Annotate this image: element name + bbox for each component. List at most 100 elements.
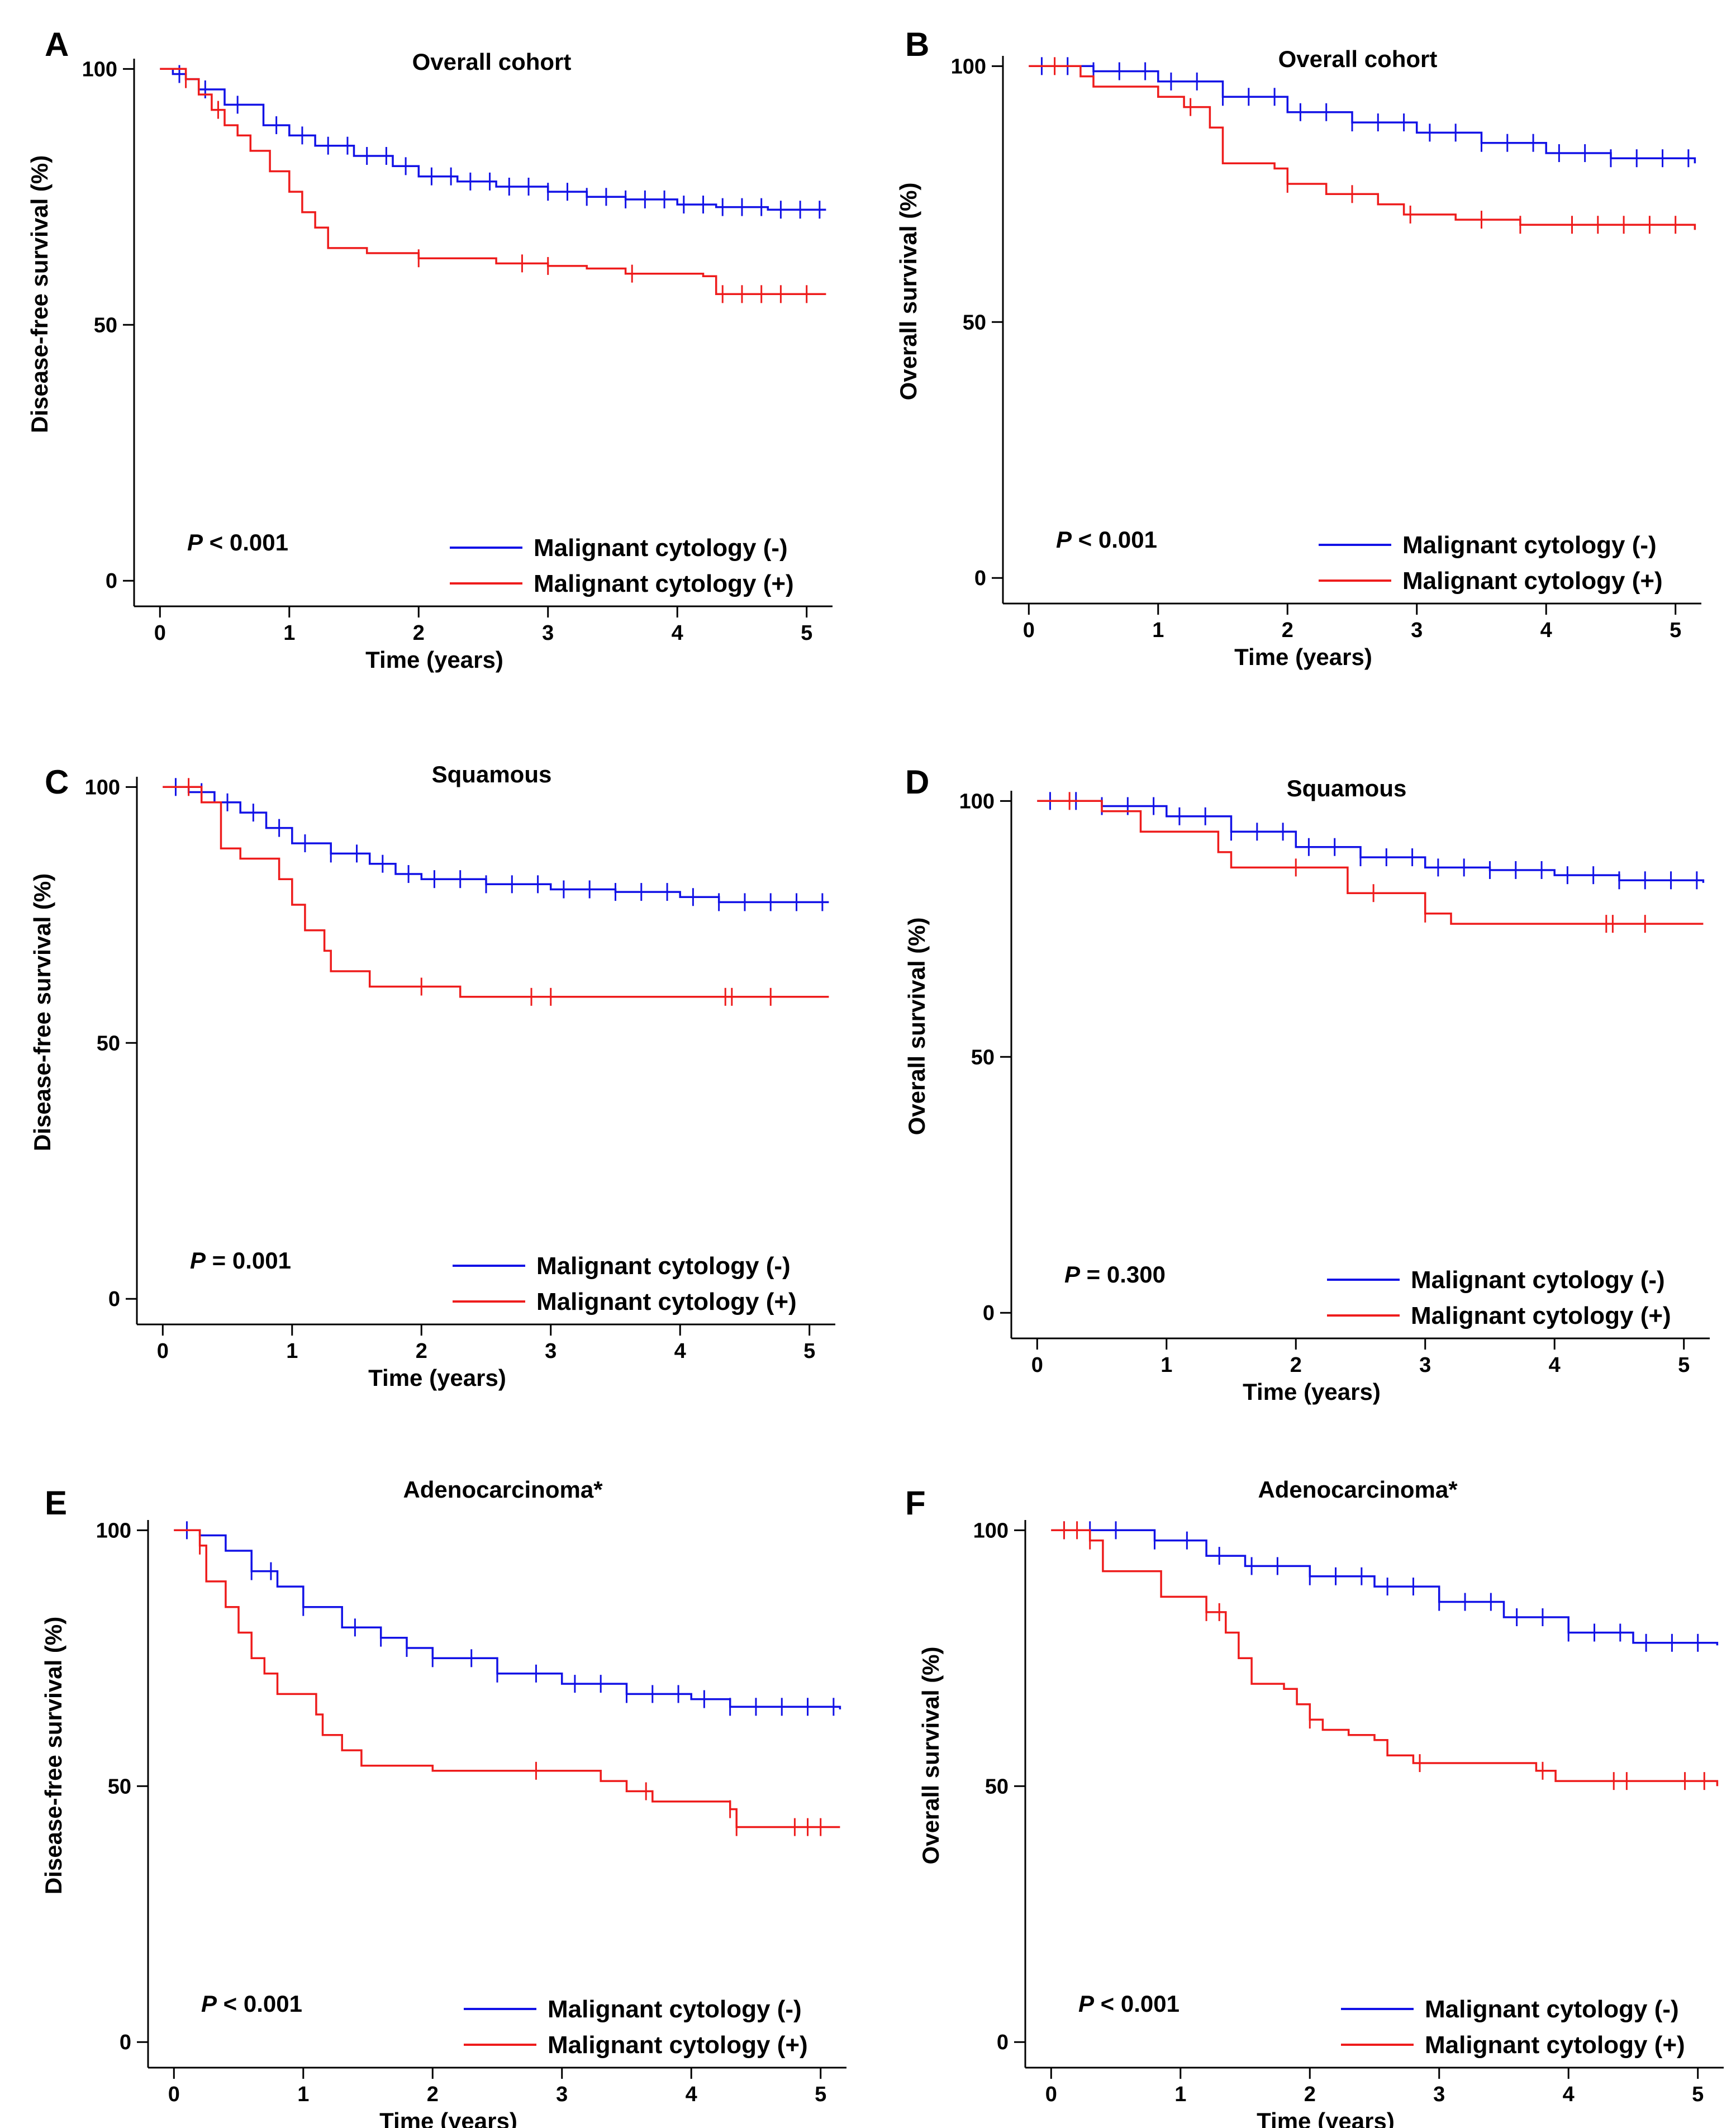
legend-label-positive: Malignant cytology (+) <box>534 570 794 597</box>
chart-title: Overall cohort <box>1278 46 1438 72</box>
x-tick-label: 3 <box>1433 2083 1445 2106</box>
x-tick-label: 1 <box>297 2083 309 2106</box>
chart-title: Overall cohort <box>412 49 572 75</box>
legend-label-negative: Malignant cytology (-) <box>548 1996 802 2023</box>
x-tick-label: 3 <box>556 2083 568 2106</box>
legend-label-negative: Malignant cytology (-) <box>536 1252 791 1280</box>
x-tick-label: 5 <box>801 621 812 645</box>
y-axis-label: Disease-free survival (%) <box>40 1617 66 1894</box>
series-line-positive <box>174 1529 840 1828</box>
y-tick-label: 50 <box>985 1775 1009 1798</box>
y-tick-label: 0 <box>108 1288 120 1311</box>
panel-letter: E <box>45 1484 67 1522</box>
y-tick-label: 100 <box>85 776 120 799</box>
x-tick-label: 4 <box>1563 2083 1575 2106</box>
legend-label-negative: Malignant cytology (-) <box>1402 531 1657 559</box>
x-axis-label: Time (years) <box>1234 644 1372 670</box>
legend-label-positive: Malignant cytology (+) <box>1411 1302 1671 1329</box>
y-axis-label: Overall survival (%) <box>903 917 930 1135</box>
y-tick-label: 0 <box>974 567 986 590</box>
y-tick-label: 50 <box>108 1775 131 1798</box>
series-line-negative <box>174 1529 841 1709</box>
y-tick-label: 50 <box>963 311 986 334</box>
chart-title: Adenocarcinoma* <box>1258 1476 1458 1503</box>
y-tick-label: 100 <box>959 790 995 813</box>
x-tick-label: 1 <box>1152 619 1164 642</box>
legend-label-negative: Malignant cytology (-) <box>1425 1996 1679 2023</box>
p-value: P = 0.300 <box>1064 1261 1166 1288</box>
y-axis-label: Disease-free survival (%) <box>26 155 53 433</box>
y-tick-label: 50 <box>97 1032 120 1055</box>
legend-label-negative: Malignant cytology (-) <box>1411 1266 1665 1294</box>
x-tick-label: 3 <box>1419 1353 1431 1377</box>
legend-label-negative: Malignant cytology (-) <box>534 534 788 562</box>
x-tick-label: 4 <box>1549 1353 1561 1377</box>
x-tick-label: 2 <box>1282 619 1293 642</box>
x-axis-label: Time (years) <box>1257 2108 1395 2128</box>
legend-label-positive: Malignant cytology (+) <box>1425 2031 1685 2059</box>
x-tick-label: 1 <box>283 621 295 645</box>
x-tick-label: 0 <box>154 621 166 645</box>
y-tick-label: 0 <box>997 2031 1009 2054</box>
x-tick-label: 4 <box>686 2083 697 2106</box>
x-tick-label: 5 <box>1678 1353 1690 1377</box>
y-tick-label: 100 <box>951 55 986 78</box>
series-line-negative <box>1051 1529 1719 1646</box>
y-axis-label: Overall survival (%) <box>917 1646 944 1864</box>
p-value: P < 0.001 <box>201 1991 302 2017</box>
series-line-negative <box>160 68 826 211</box>
chart-title: Squamous <box>1287 775 1407 801</box>
series-line-negative <box>1037 800 1705 883</box>
legend-label-positive: Malignant cytology (+) <box>548 2031 808 2059</box>
x-tick-label: 1 <box>1174 2083 1186 2106</box>
x-tick-label: 0 <box>1031 1353 1043 1377</box>
x-tick-label: 2 <box>1304 2083 1316 2106</box>
x-tick-label: 2 <box>416 1340 427 1363</box>
series-line-positive <box>1037 800 1704 925</box>
y-tick-label: 100 <box>82 58 117 81</box>
panel-letter: D <box>905 763 929 801</box>
x-tick-label: 2 <box>427 2083 439 2106</box>
p-value: P < 0.001 <box>1056 526 1157 553</box>
x-tick-label: 5 <box>803 1340 815 1363</box>
chart-title: Squamous <box>432 761 552 787</box>
y-tick-label: 50 <box>94 314 117 337</box>
x-tick-label: 0 <box>168 2083 180 2106</box>
x-tick-label: 1 <box>286 1340 298 1363</box>
panel-letter: B <box>905 26 929 63</box>
x-axis-label: Time (years) <box>1243 1379 1381 1405</box>
x-tick-label: 0 <box>1045 2083 1057 2106</box>
x-tick-label: 5 <box>1670 619 1681 642</box>
y-tick-label: 100 <box>96 1519 131 1542</box>
y-tick-label: 100 <box>973 1519 1009 1542</box>
x-tick-label: 3 <box>545 1340 557 1363</box>
x-tick-label: 2 <box>1290 1353 1302 1377</box>
y-tick-label: 0 <box>106 569 117 593</box>
legend-label-positive: Malignant cytology (+) <box>1402 567 1663 595</box>
x-tick-label: 3 <box>542 621 554 645</box>
x-axis-label: Time (years) <box>365 647 503 673</box>
x-tick-label: 5 <box>1692 2083 1704 2106</box>
x-tick-label: 1 <box>1160 1353 1172 1377</box>
legend-label-positive: Malignant cytology (+) <box>536 1288 797 1315</box>
series-line-positive <box>163 786 829 998</box>
series-line-positive <box>1051 1529 1719 1787</box>
y-tick-label: 0 <box>120 2031 131 2054</box>
x-axis-label: Time (years) <box>379 2108 517 2128</box>
series-line-negative <box>163 786 829 904</box>
p-value: P = 0.001 <box>190 1247 291 1274</box>
x-tick-label: 3 <box>1411 619 1423 642</box>
x-tick-label: 2 <box>413 621 425 645</box>
x-tick-label: 4 <box>1540 619 1552 642</box>
panel-letter: F <box>905 1484 926 1522</box>
y-tick-label: 50 <box>971 1046 995 1069</box>
x-tick-label: 0 <box>157 1340 169 1363</box>
y-axis-label: Overall survival (%) <box>895 182 921 400</box>
chart-title: Adenocarcinoma* <box>403 1476 603 1503</box>
